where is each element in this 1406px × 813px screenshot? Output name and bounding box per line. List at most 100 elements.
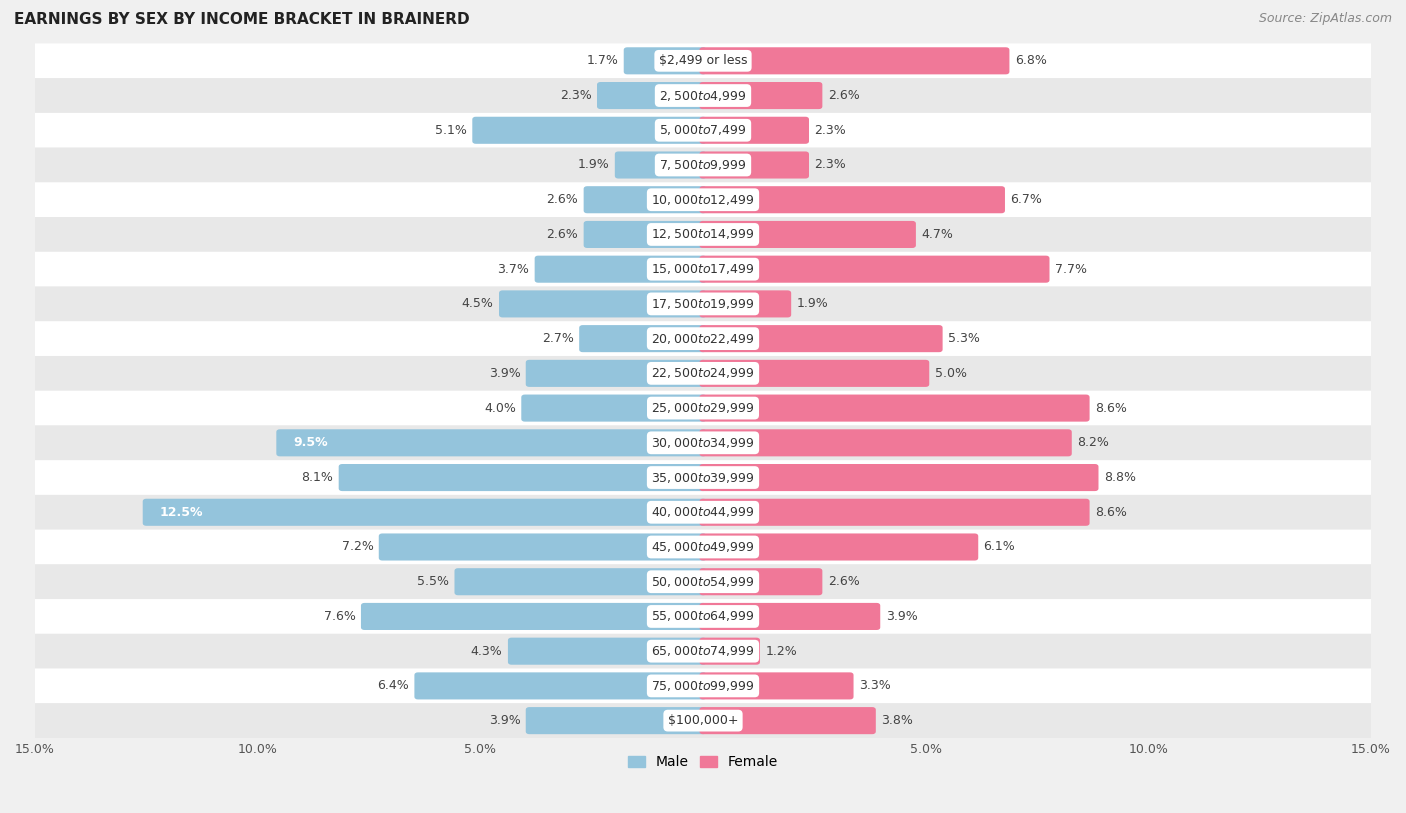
- Text: $65,000 to $74,999: $65,000 to $74,999: [651, 644, 755, 659]
- FancyBboxPatch shape: [699, 117, 808, 144]
- Text: $100,000+: $100,000+: [668, 714, 738, 727]
- Text: 1.7%: 1.7%: [586, 54, 619, 67]
- FancyBboxPatch shape: [35, 321, 1371, 356]
- Text: 4.0%: 4.0%: [484, 402, 516, 415]
- Text: 8.6%: 8.6%: [1095, 402, 1126, 415]
- FancyBboxPatch shape: [35, 43, 1371, 78]
- FancyBboxPatch shape: [699, 603, 880, 630]
- Text: $7,500 to $9,999: $7,500 to $9,999: [659, 158, 747, 172]
- Text: 2.3%: 2.3%: [814, 159, 846, 172]
- Text: $17,500 to $19,999: $17,500 to $19,999: [651, 297, 755, 311]
- FancyBboxPatch shape: [35, 252, 1371, 286]
- Text: 8.1%: 8.1%: [301, 471, 333, 484]
- FancyBboxPatch shape: [699, 429, 1071, 456]
- FancyBboxPatch shape: [583, 186, 707, 213]
- FancyBboxPatch shape: [508, 637, 707, 665]
- Text: 12.5%: 12.5%: [160, 506, 202, 519]
- Text: 5.5%: 5.5%: [418, 576, 449, 589]
- Text: 2.3%: 2.3%: [814, 124, 846, 137]
- Text: 8.6%: 8.6%: [1095, 506, 1126, 519]
- Text: 3.9%: 3.9%: [489, 714, 520, 727]
- Text: 2.6%: 2.6%: [828, 89, 859, 102]
- FancyBboxPatch shape: [35, 78, 1371, 113]
- Text: 3.9%: 3.9%: [886, 610, 917, 623]
- FancyBboxPatch shape: [624, 47, 707, 74]
- FancyBboxPatch shape: [583, 221, 707, 248]
- Text: 5.3%: 5.3%: [948, 333, 980, 346]
- FancyBboxPatch shape: [35, 564, 1371, 599]
- Text: $25,000 to $29,999: $25,000 to $29,999: [651, 401, 755, 415]
- Text: $35,000 to $39,999: $35,000 to $39,999: [651, 471, 755, 485]
- Text: $30,000 to $34,999: $30,000 to $34,999: [651, 436, 755, 450]
- Text: 4.3%: 4.3%: [471, 645, 502, 658]
- FancyBboxPatch shape: [35, 425, 1371, 460]
- Text: 2.6%: 2.6%: [547, 228, 578, 241]
- Text: 2.7%: 2.7%: [541, 333, 574, 346]
- Text: $40,000 to $44,999: $40,000 to $44,999: [651, 505, 755, 520]
- Text: 3.3%: 3.3%: [859, 680, 890, 693]
- FancyBboxPatch shape: [699, 151, 808, 179]
- Text: 6.7%: 6.7%: [1011, 193, 1042, 207]
- Text: 7.2%: 7.2%: [342, 541, 374, 554]
- FancyBboxPatch shape: [454, 568, 707, 595]
- Text: $45,000 to $49,999: $45,000 to $49,999: [651, 540, 755, 554]
- FancyBboxPatch shape: [699, 707, 876, 734]
- Text: 2.6%: 2.6%: [828, 576, 859, 589]
- Text: 5.0%: 5.0%: [935, 367, 966, 380]
- FancyBboxPatch shape: [699, 464, 1098, 491]
- FancyBboxPatch shape: [699, 255, 1049, 283]
- Text: 9.5%: 9.5%: [294, 437, 328, 450]
- Text: $15,000 to $17,499: $15,000 to $17,499: [651, 262, 755, 276]
- Text: 8.8%: 8.8%: [1104, 471, 1136, 484]
- FancyBboxPatch shape: [277, 429, 707, 456]
- Text: 7.7%: 7.7%: [1054, 263, 1087, 276]
- Text: 8.2%: 8.2%: [1077, 437, 1109, 450]
- Legend: Male, Female: Male, Female: [628, 755, 778, 769]
- Text: Source: ZipAtlas.com: Source: ZipAtlas.com: [1258, 12, 1392, 25]
- FancyBboxPatch shape: [35, 356, 1371, 391]
- Text: 2.6%: 2.6%: [547, 193, 578, 207]
- Text: 4.7%: 4.7%: [921, 228, 953, 241]
- Text: 7.6%: 7.6%: [323, 610, 356, 623]
- Text: EARNINGS BY SEX BY INCOME BRACKET IN BRAINERD: EARNINGS BY SEX BY INCOME BRACKET IN BRA…: [14, 12, 470, 27]
- FancyBboxPatch shape: [35, 286, 1371, 321]
- Text: 6.4%: 6.4%: [377, 680, 409, 693]
- Text: 5.1%: 5.1%: [434, 124, 467, 137]
- FancyBboxPatch shape: [526, 707, 707, 734]
- FancyBboxPatch shape: [35, 460, 1371, 495]
- Text: $50,000 to $54,999: $50,000 to $54,999: [651, 575, 755, 589]
- FancyBboxPatch shape: [35, 391, 1371, 425]
- FancyBboxPatch shape: [35, 113, 1371, 148]
- FancyBboxPatch shape: [35, 529, 1371, 564]
- Text: $12,500 to $14,999: $12,500 to $14,999: [651, 228, 755, 241]
- FancyBboxPatch shape: [35, 217, 1371, 252]
- FancyBboxPatch shape: [598, 82, 707, 109]
- FancyBboxPatch shape: [35, 148, 1371, 182]
- FancyBboxPatch shape: [699, 672, 853, 699]
- Text: $2,500 to $4,999: $2,500 to $4,999: [659, 89, 747, 102]
- Text: 4.5%: 4.5%: [461, 298, 494, 311]
- FancyBboxPatch shape: [699, 221, 915, 248]
- FancyBboxPatch shape: [534, 255, 707, 283]
- FancyBboxPatch shape: [699, 394, 1090, 422]
- FancyBboxPatch shape: [472, 117, 707, 144]
- FancyBboxPatch shape: [614, 151, 707, 179]
- FancyBboxPatch shape: [699, 533, 979, 560]
- Text: 2.3%: 2.3%: [560, 89, 592, 102]
- Text: 1.9%: 1.9%: [797, 298, 828, 311]
- FancyBboxPatch shape: [699, 568, 823, 595]
- FancyBboxPatch shape: [499, 290, 707, 317]
- Text: $20,000 to $22,499: $20,000 to $22,499: [651, 332, 755, 346]
- FancyBboxPatch shape: [699, 498, 1090, 526]
- Text: $55,000 to $64,999: $55,000 to $64,999: [651, 610, 755, 624]
- Text: $2,499 or less: $2,499 or less: [659, 54, 747, 67]
- FancyBboxPatch shape: [415, 672, 707, 699]
- FancyBboxPatch shape: [378, 533, 707, 560]
- Text: 1.2%: 1.2%: [765, 645, 797, 658]
- FancyBboxPatch shape: [699, 186, 1005, 213]
- FancyBboxPatch shape: [143, 498, 707, 526]
- FancyBboxPatch shape: [699, 360, 929, 387]
- FancyBboxPatch shape: [35, 182, 1371, 217]
- Text: $5,000 to $7,499: $5,000 to $7,499: [659, 124, 747, 137]
- Text: 1.9%: 1.9%: [578, 159, 609, 172]
